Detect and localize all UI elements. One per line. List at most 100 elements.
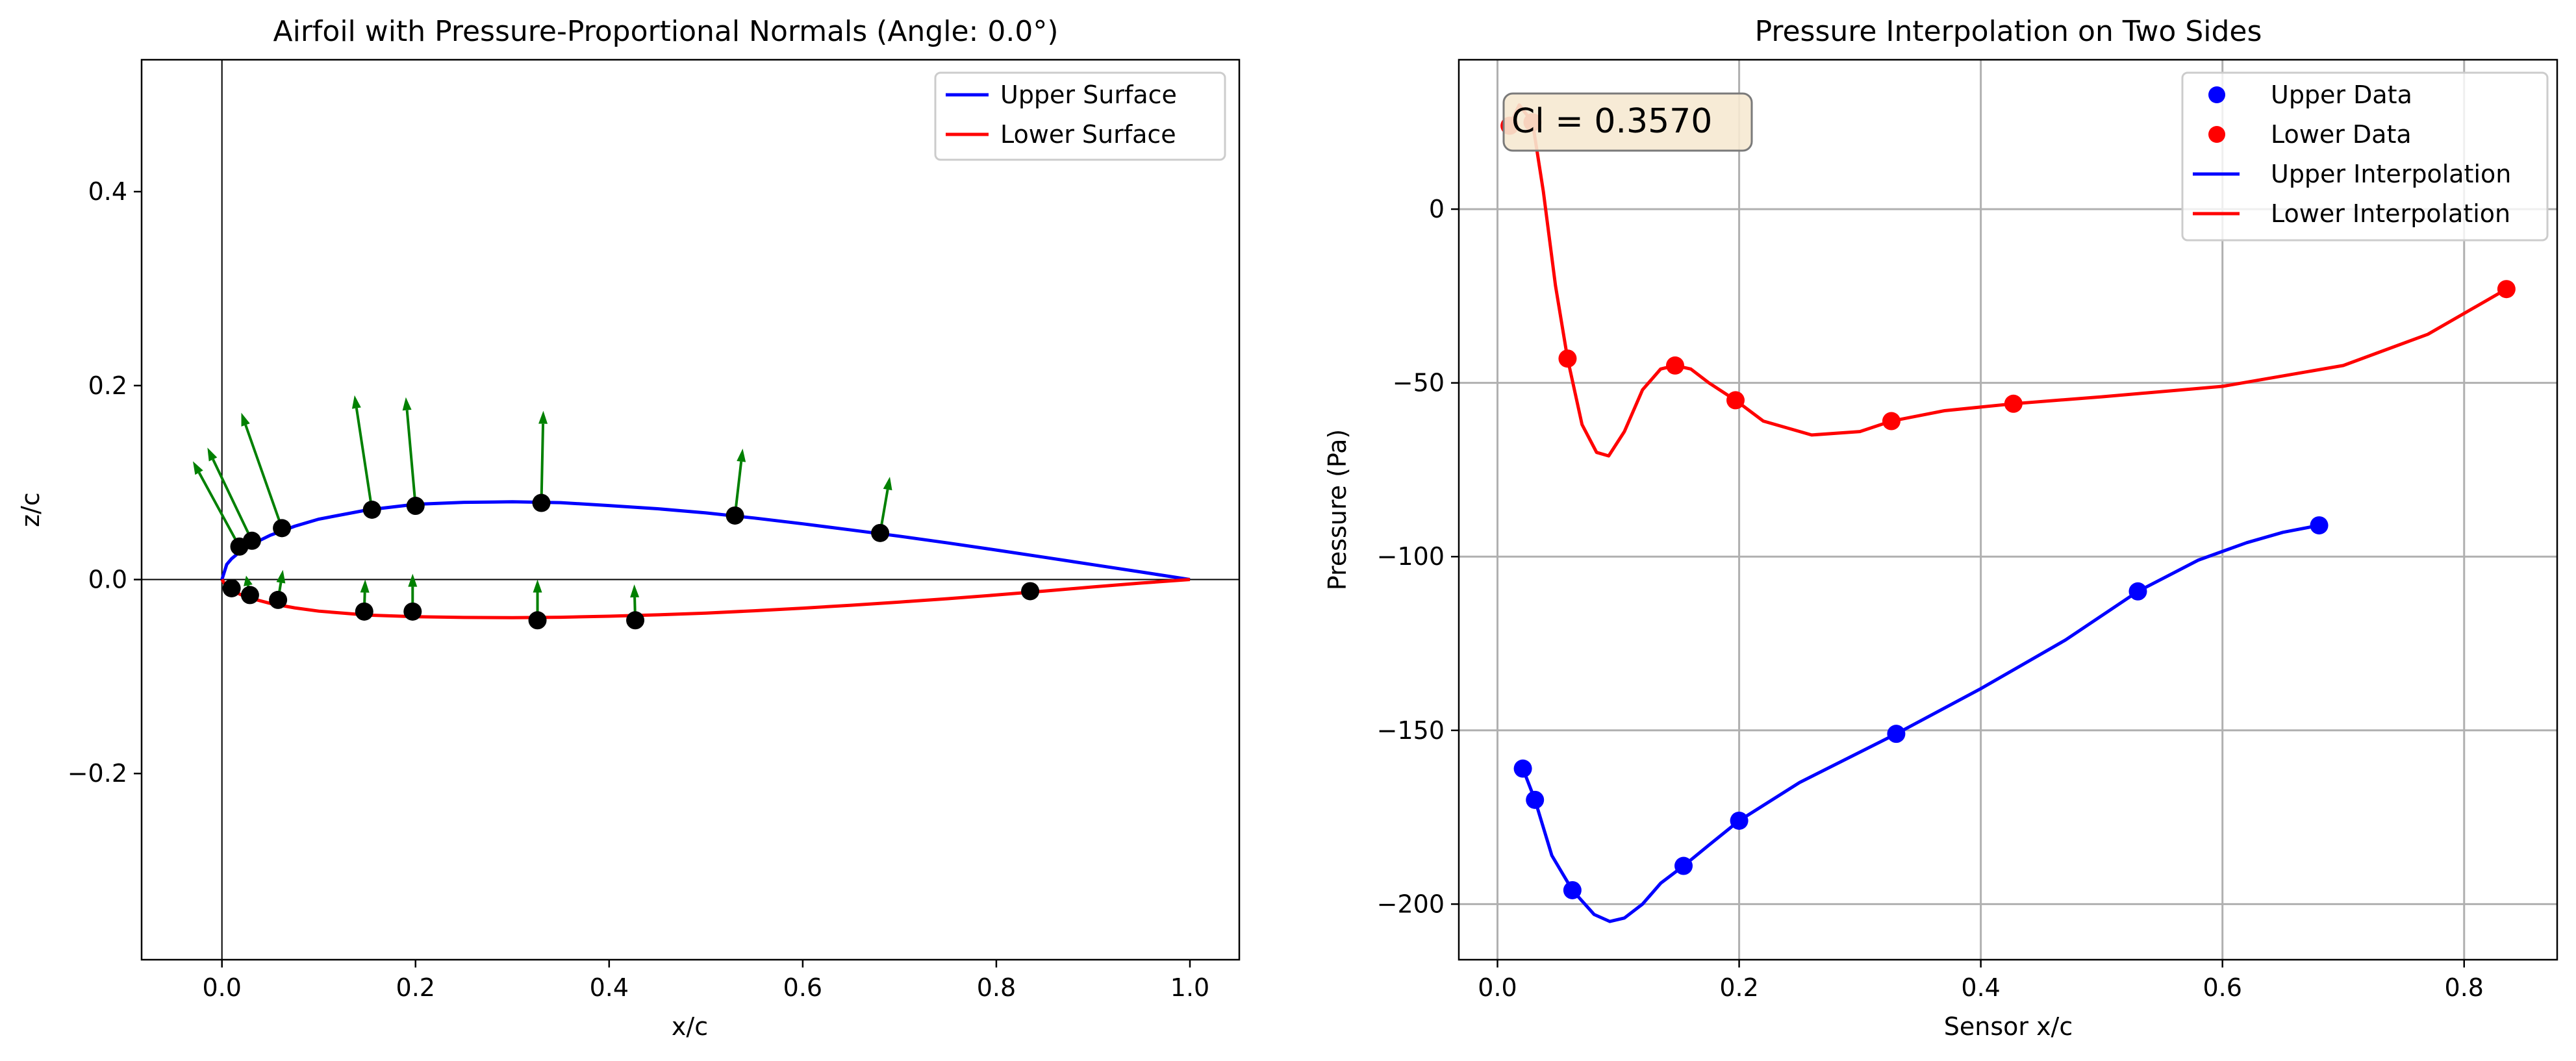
upper-data-point xyxy=(1887,725,1906,743)
upper-normal-arrow xyxy=(402,397,417,506)
plot-background xyxy=(142,60,1239,960)
normal-arrow-shaft xyxy=(244,424,283,529)
y-tick-label: 0.4 xyxy=(88,177,127,206)
x-axis-label: x/c xyxy=(672,1012,708,1041)
plot-frame xyxy=(1458,58,2558,961)
lower-data-point xyxy=(1726,391,1745,410)
lower-data-point xyxy=(1882,412,1900,431)
legend: Upper Surface Lower Surface xyxy=(934,71,1226,161)
upper-sensor-point xyxy=(242,531,261,550)
upper-data-point xyxy=(1674,856,1693,875)
normal-arrow-head xyxy=(402,397,412,411)
chart-title: Airfoil with Pressure-Proportional Norma… xyxy=(273,15,1059,48)
x-tick-label: 0.0 xyxy=(202,973,241,1002)
lower-data-point xyxy=(2004,394,2023,413)
upper-data-point xyxy=(1526,790,1545,809)
legend: Upper Data Lower Data Upper Interpolatio… xyxy=(2181,71,2549,242)
lower-sensor-point xyxy=(222,579,241,597)
upper-sensor-point xyxy=(362,501,381,519)
upper-normal-arrow xyxy=(351,395,373,510)
normal-arrow-head xyxy=(630,584,640,598)
upper-interpolation-line xyxy=(1521,523,2319,923)
lower-data-point xyxy=(1558,349,1577,368)
normal-arrow-shaft xyxy=(212,458,253,542)
normal-arrow-head xyxy=(351,395,361,409)
y-tick-label: 0.0 xyxy=(88,566,127,594)
cl-annotation-box xyxy=(1502,92,1753,152)
normal-arrow-head xyxy=(883,477,892,491)
upper-sensor-point xyxy=(406,497,425,516)
normal-arrow-head xyxy=(538,410,548,424)
upper-sensor-point xyxy=(871,523,890,542)
lower-sensor-point xyxy=(626,611,645,630)
legend-label-upper-data: Upper Data xyxy=(2271,81,2412,109)
upper-normal-arrow xyxy=(241,412,283,529)
upper-sensor-point xyxy=(273,519,292,538)
normal-arrow-head xyxy=(276,569,286,584)
lower-sensor-point xyxy=(403,602,422,621)
upper-data-point xyxy=(2310,516,2329,535)
lower-data-point xyxy=(1665,356,1684,375)
lower-sensor-point xyxy=(528,611,547,630)
lower-sensor-point xyxy=(269,590,288,609)
upper-normal-arrow xyxy=(192,461,241,547)
cl-annotation: Cl = 0.3570 xyxy=(1502,92,1753,152)
y-tick-label: 0 xyxy=(1429,195,1445,223)
airfoil-plot-area: 0.0 0.2 0.4 0.6 0.8 1.0 −0.2 0.0 0.2 0.4 xyxy=(68,58,1241,1002)
upper-normal-arrow xyxy=(207,447,253,542)
x-tick-label: 1.0 xyxy=(1170,973,1209,1002)
legend-swatch-lower-data xyxy=(2208,126,2225,143)
upper-data-point xyxy=(1730,811,1749,830)
x-tick-label: 0.4 xyxy=(1961,973,2000,1002)
chart-title: Pressure Interpolation on Two Sides xyxy=(1755,15,2262,48)
upper-normal-arrow xyxy=(538,410,548,503)
lower-sensor-point xyxy=(355,602,373,621)
y-tick-label: −100 xyxy=(1377,542,1445,571)
normal-arrow-head xyxy=(192,461,203,475)
airfoil-panel: Airfoil with Pressure-Proportional Norma… xyxy=(16,15,1241,1041)
normal-arrow-shaft xyxy=(197,471,241,547)
upper-sensor-point xyxy=(726,506,744,525)
legend-label-upper-surface: Upper Surface xyxy=(1000,81,1177,109)
normal-arrow-shaft xyxy=(405,410,417,506)
x-tick-label: 0.6 xyxy=(2203,973,2241,1002)
normal-arrow-head xyxy=(737,448,746,462)
x-tick-label: 0.8 xyxy=(2445,973,2484,1002)
upper-sensor-point xyxy=(532,493,551,512)
y-axis-label: z/c xyxy=(16,492,45,527)
normal-arrow-head xyxy=(244,575,253,586)
upper-data-point xyxy=(1563,880,1582,899)
normal-arrow-shaft xyxy=(355,408,373,510)
cl-annotation-text: Cl = 0.3570 xyxy=(1511,102,1712,141)
normal-arrow-head xyxy=(207,447,218,462)
x-tick-label: 0.0 xyxy=(1478,973,1517,1002)
legend-swatch-upper-data xyxy=(2208,86,2225,103)
lower-interpolation-line xyxy=(1508,103,2508,458)
plot-frame xyxy=(140,58,1241,961)
x-tick-label: 0.6 xyxy=(783,973,822,1002)
upper-data-point xyxy=(1513,759,1532,778)
y-tick-label: −150 xyxy=(1377,716,1445,745)
normal-arrow-shaft xyxy=(540,423,545,503)
y-tick-label: −50 xyxy=(1393,369,1445,397)
legend-label-lower-interpolation: Lower Interpolation xyxy=(2271,199,2510,228)
upper-data-point xyxy=(2128,582,2147,601)
y-tick-label: −0.2 xyxy=(68,759,127,788)
legend-label-lower-data: Lower Data xyxy=(2271,120,2412,149)
normal-arrow-head xyxy=(408,573,418,587)
y-tick-label: −200 xyxy=(1377,890,1445,918)
legend-label-lower-surface: Lower Surface xyxy=(1000,120,1176,149)
y-tick-label: 0.2 xyxy=(88,371,127,400)
lower-sensor-point xyxy=(1021,582,1040,601)
x-tick-label: 0.8 xyxy=(977,973,1016,1002)
x-axis-label: Sensor x/c xyxy=(1944,1012,2073,1041)
legend-label-upper-interpolation: Upper Interpolation xyxy=(2271,160,2511,188)
x-tick-label: 0.2 xyxy=(1719,973,1758,1002)
lower-sensor-point xyxy=(240,586,259,605)
x-tick-label: 0.4 xyxy=(590,973,629,1002)
lower-data-point xyxy=(2497,280,2516,299)
legend-frame xyxy=(934,71,1226,161)
normal-arrow-head xyxy=(360,579,370,593)
normal-arrow-head xyxy=(241,412,250,427)
